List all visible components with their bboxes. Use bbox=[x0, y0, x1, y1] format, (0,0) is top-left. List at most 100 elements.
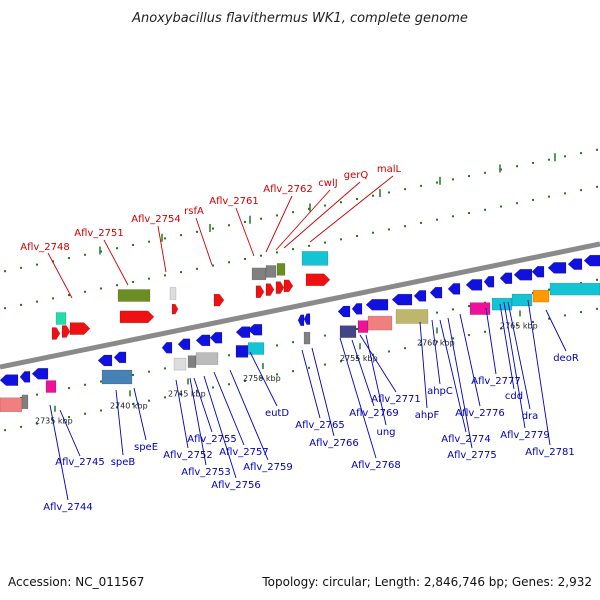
gene-arrow-blue bbox=[465, 279, 483, 291]
gene-label: Aflv_2745 bbox=[55, 457, 105, 468]
ring-dot bbox=[276, 214, 278, 217]
label-leader-line bbox=[439, 319, 467, 433]
gene-label: Aflv_2776 bbox=[455, 408, 505, 419]
ring-dot bbox=[148, 370, 150, 373]
gene-label: ung bbox=[376, 427, 395, 438]
ring-dot bbox=[548, 195, 550, 198]
gene-label: Aflv_2769 bbox=[349, 408, 399, 419]
ring-dot bbox=[324, 241, 326, 244]
ring-dot bbox=[548, 288, 550, 291]
gene-block-magenta bbox=[357, 320, 369, 333]
ring-dot bbox=[100, 380, 102, 383]
label-leader-line bbox=[49, 404, 69, 501]
gene-label: Aflv_2756 bbox=[211, 480, 261, 491]
label-leader-line bbox=[447, 317, 473, 449]
ring-dot bbox=[244, 379, 246, 382]
ring-dot bbox=[420, 221, 422, 224]
ring-dot bbox=[228, 224, 230, 227]
gene-block-orange bbox=[532, 289, 550, 303]
gene-arrow-red bbox=[61, 325, 71, 338]
ring-dot bbox=[180, 271, 182, 274]
gene-arrow-red bbox=[255, 285, 265, 298]
gene-block-light bbox=[173, 357, 187, 371]
gene-block-cyan bbox=[549, 282, 600, 296]
label-leader-line bbox=[507, 301, 531, 410]
summary-text: Topology: circular; Length: 2,846,746 bp… bbox=[261, 575, 592, 589]
gene-label: Aflv_2775 bbox=[447, 450, 497, 461]
gene-block-khaki bbox=[395, 309, 429, 324]
gene-label: Aflv_2766 bbox=[309, 438, 359, 449]
ring-dot bbox=[516, 324, 518, 327]
ring-dot bbox=[356, 328, 358, 331]
ring-dot bbox=[212, 227, 214, 230]
label-leader-line bbox=[311, 347, 335, 437]
ring-dot bbox=[4, 307, 6, 310]
ring-dot bbox=[132, 280, 134, 283]
gene-arrow-blue bbox=[161, 342, 173, 354]
ring-dot bbox=[564, 314, 566, 317]
ring-dot bbox=[564, 192, 566, 195]
gene-arrow-red bbox=[51, 327, 61, 340]
gene-block-grey bbox=[21, 394, 29, 410]
label-leader-line bbox=[115, 389, 124, 456]
ring-dot bbox=[436, 311, 438, 314]
ring-dot bbox=[596, 307, 598, 310]
ring-dot bbox=[100, 250, 102, 253]
label-leader-line bbox=[431, 319, 441, 385]
gene-arrow-blue bbox=[547, 262, 567, 274]
ring-dot bbox=[196, 267, 198, 270]
ring-dot bbox=[436, 340, 438, 343]
label-leader-line bbox=[195, 217, 213, 266]
gene-block-grey bbox=[251, 267, 267, 281]
genome-backbone bbox=[0, 241, 600, 370]
ring-dot bbox=[292, 370, 294, 373]
ring-dot bbox=[292, 341, 294, 344]
gene-block-pink bbox=[367, 315, 393, 331]
gene-arrow-blue bbox=[303, 313, 311, 325]
ring-dot bbox=[548, 317, 550, 320]
label-leader-line bbox=[339, 337, 377, 459]
gene-arrow-red bbox=[305, 273, 331, 287]
gene-label: malL bbox=[377, 164, 402, 175]
label-leader-line bbox=[193, 377, 213, 433]
label-leaders bbox=[47, 175, 567, 501]
ring-dot bbox=[52, 260, 54, 263]
ring-dot bbox=[308, 207, 310, 210]
ring-dot bbox=[404, 347, 406, 350]
ring-dot bbox=[356, 357, 358, 360]
gene-label: gerQ bbox=[344, 170, 369, 181]
ring-dot bbox=[324, 334, 326, 337]
ring-dot bbox=[468, 212, 470, 215]
ring-dot bbox=[340, 201, 342, 204]
gene-label: Aflv_2779 bbox=[500, 430, 550, 441]
gene-arrow-red bbox=[69, 322, 91, 335]
ring-dot bbox=[68, 416, 70, 419]
accession-text: Accession: NC_011567 bbox=[8, 575, 144, 589]
ring-dot bbox=[164, 396, 166, 399]
gene-label: dra bbox=[522, 411, 539, 422]
gene-arrow-red bbox=[119, 310, 155, 324]
gene-block-steel bbox=[101, 369, 133, 385]
ring-dot bbox=[564, 155, 566, 158]
gene-label: cdd bbox=[505, 391, 523, 402]
gene-arrow-blue bbox=[0, 374, 19, 386]
ring-dot bbox=[84, 412, 86, 415]
ring-dot bbox=[372, 353, 374, 356]
ring-dot bbox=[404, 188, 406, 191]
ring-dot bbox=[180, 393, 182, 396]
gene-arrow-blue bbox=[337, 305, 351, 318]
ring-dot bbox=[20, 303, 22, 306]
gene-arrow-blue bbox=[97, 354, 113, 367]
ring-dot bbox=[260, 217, 262, 220]
ring-dot bbox=[596, 185, 598, 188]
gene-arrow-blue bbox=[195, 334, 211, 347]
ring-dot bbox=[452, 178, 454, 181]
ring-dot bbox=[292, 248, 294, 251]
scale-tick-label: 2750 kbp bbox=[243, 374, 281, 383]
ring-dot bbox=[36, 422, 38, 425]
gene-arrow-blue bbox=[235, 326, 251, 338]
gene-arrow-blue bbox=[365, 298, 389, 311]
gene-label: Aflv_2753 bbox=[181, 467, 231, 478]
ring-dot bbox=[100, 287, 102, 290]
ring-dot bbox=[116, 284, 118, 287]
